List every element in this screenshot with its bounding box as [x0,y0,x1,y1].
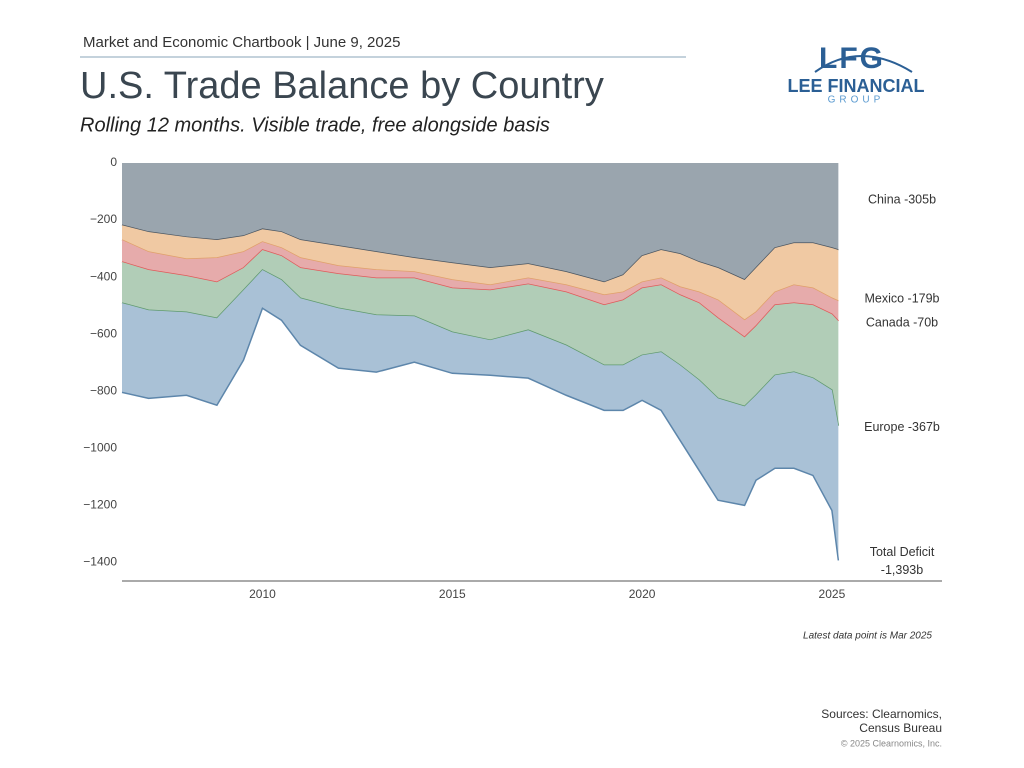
y-tick-label: −600 [90,326,117,340]
logo-arc [814,55,913,73]
x-tick-label: 2020 [629,587,656,601]
boundary-line [121,307,840,561]
x-tick-label: 2015 [439,587,466,601]
y-tick-label: −1200 [83,498,117,512]
chart-subtitle: Rolling 12 months. Visible trade, free a… [80,114,550,136]
sources: Sources: Clearnomics, [821,707,942,721]
end-label: Mexico -179b [864,291,939,305]
y-tick-label: −200 [90,212,117,226]
area [122,269,839,561]
x-tick-label: 2025 [819,587,846,601]
end-label: China -305b [868,192,936,206]
x-tick-label: 2010 [249,587,276,601]
logo-mark: LFG [819,42,885,75]
end-label: Canada -70b [866,315,938,329]
header: Market and Economic Chartbook | June 9, … [83,34,400,51]
logo-group: GROUP [828,95,885,106]
end-label: -1,393b [881,563,923,577]
note: Latest data point is Mar 2025 [803,631,932,642]
logo-name: LEE FINANCIAL [788,76,925,96]
area [122,163,839,283]
sources: Census Bureau [859,721,942,735]
plot: 0 −200 −400 −600 −800 −1000 −1200 −1400 2010 2015… [83,155,942,601]
area [122,240,839,338]
y-tick-label: −1000 [83,440,117,454]
end-label: Total Deficit [870,545,935,559]
end-label: Europe -367b [864,420,940,434]
copyright: © 2025 Clearnomics, Inc. [841,738,942,748]
y-tick-label: −1400 [83,555,117,569]
area [122,225,839,321]
y-tick-label: −400 [90,269,117,283]
y-tick-label: 0 [110,155,117,169]
chart-title: U.S. Trade Balance by Country [80,65,604,107]
y-tick-label: −800 [90,383,117,397]
